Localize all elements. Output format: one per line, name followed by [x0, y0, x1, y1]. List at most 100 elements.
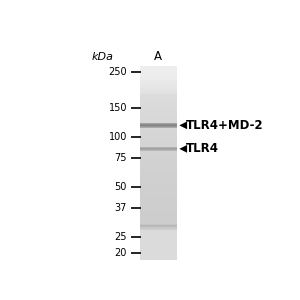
Bar [140, 77, 177, 78]
Bar [140, 154, 177, 155]
Bar [140, 148, 177, 149]
Bar [140, 79, 177, 80]
Bar [140, 170, 177, 171]
Bar [140, 142, 177, 143]
Bar [140, 146, 177, 147]
Bar [140, 130, 177, 131]
Bar [140, 224, 177, 225]
Bar [140, 102, 177, 103]
Bar [140, 132, 177, 133]
Bar [140, 96, 177, 97]
Bar [140, 200, 177, 201]
Bar [140, 161, 177, 162]
Bar [140, 248, 177, 249]
Text: 50: 50 [115, 182, 127, 192]
Bar [140, 227, 177, 228]
Bar [140, 212, 177, 213]
Bar [140, 210, 177, 211]
Bar [140, 244, 177, 245]
Bar [140, 189, 177, 190]
Bar [140, 216, 177, 217]
Bar [140, 186, 177, 187]
Bar [140, 219, 177, 220]
Bar [140, 134, 177, 135]
Bar [140, 104, 177, 105]
Bar [140, 222, 177, 223]
Bar [140, 226, 177, 227]
Bar [140, 133, 177, 134]
Bar [140, 86, 177, 87]
Bar [140, 151, 177, 152]
Bar [140, 117, 177, 118]
Bar [140, 205, 177, 206]
Bar [140, 240, 177, 241]
Bar [140, 250, 177, 251]
Bar [140, 164, 177, 165]
Bar [140, 85, 177, 86]
Bar [140, 237, 177, 238]
Bar [140, 185, 177, 186]
Bar [140, 125, 177, 126]
Bar [140, 141, 177, 142]
Bar [140, 106, 177, 107]
Bar [140, 174, 177, 175]
Bar [140, 229, 177, 230]
Bar [140, 93, 177, 94]
Bar [140, 144, 177, 145]
Bar [140, 221, 177, 222]
Bar [140, 94, 177, 95]
Bar [140, 165, 177, 166]
Bar [140, 72, 177, 73]
Bar [140, 98, 177, 99]
Bar [140, 208, 177, 209]
Bar [140, 241, 177, 242]
Bar [140, 155, 177, 156]
Bar [140, 193, 177, 194]
Bar [140, 202, 177, 203]
Text: 25: 25 [115, 232, 127, 242]
Text: 75: 75 [115, 153, 127, 163]
Bar [140, 90, 177, 91]
Bar [140, 198, 177, 199]
Bar [140, 97, 177, 98]
Bar [140, 218, 177, 219]
Bar [140, 233, 177, 234]
Bar [140, 252, 177, 253]
Bar [140, 128, 177, 129]
Bar [140, 188, 177, 189]
Bar [140, 257, 177, 258]
Bar [140, 230, 177, 231]
Bar [140, 135, 177, 136]
Bar [140, 242, 177, 243]
Text: 100: 100 [109, 132, 127, 142]
Bar [140, 254, 177, 255]
Bar [140, 176, 177, 177]
Bar [140, 162, 177, 163]
Bar [140, 245, 177, 246]
Bar [140, 196, 177, 197]
Bar [140, 171, 177, 172]
Bar [140, 152, 177, 153]
Bar [140, 122, 177, 123]
Bar [140, 160, 177, 161]
Bar [140, 251, 177, 252]
Bar [140, 258, 177, 259]
Bar [140, 81, 177, 82]
Bar [140, 247, 177, 248]
Bar [140, 175, 177, 176]
Bar [140, 236, 177, 237]
Bar [140, 101, 177, 102]
Bar [140, 73, 177, 74]
Bar [140, 129, 177, 130]
Bar [140, 191, 177, 192]
Bar [140, 179, 177, 180]
Bar [140, 123, 177, 124]
Bar [140, 168, 177, 169]
Bar [140, 166, 177, 167]
Bar [140, 207, 177, 208]
Bar [140, 147, 177, 148]
Bar [140, 173, 177, 174]
Bar [140, 243, 177, 244]
Bar [140, 84, 177, 85]
Bar [140, 178, 177, 179]
